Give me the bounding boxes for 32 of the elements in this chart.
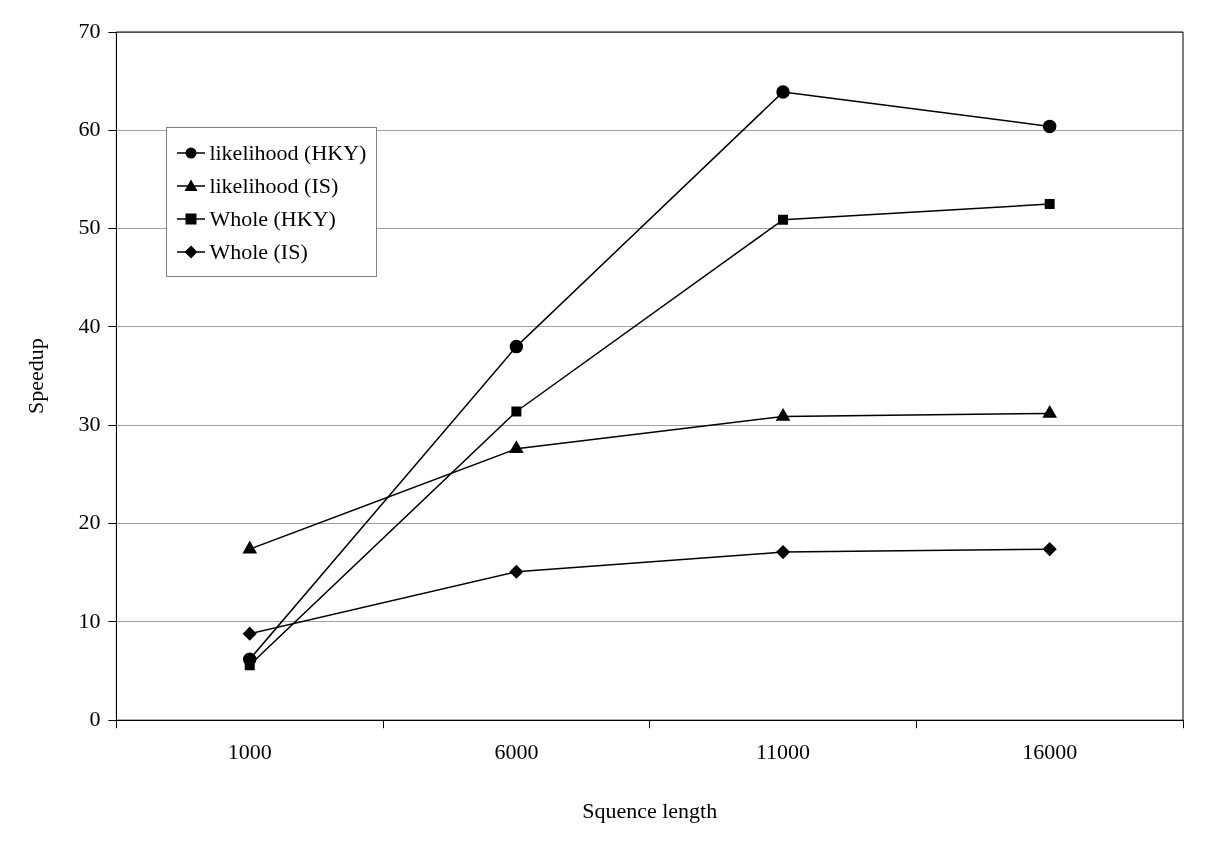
x-tick-label: 1000 <box>227 739 272 765</box>
point <box>1044 199 1055 210</box>
point <box>242 541 257 554</box>
y-tick-label: 70 <box>78 17 101 43</box>
point <box>242 626 257 641</box>
y-tick-label: 30 <box>78 411 101 437</box>
y-tick-label: 50 <box>78 214 101 240</box>
x-tick-label: 6000 <box>494 739 539 765</box>
legend-label: Whole (HKY) <box>209 205 336 233</box>
y-axis-title: Speedup <box>22 338 48 414</box>
point <box>509 339 524 354</box>
legend-label: Whole (IS) <box>209 238 308 266</box>
legend-label: likelihood (IS) <box>209 172 339 200</box>
y-tick-label: 60 <box>78 116 101 142</box>
point <box>1042 405 1057 418</box>
x-tick-label: 16000 <box>1022 739 1078 765</box>
point <box>776 545 790 559</box>
x-axis-title: Squence length <box>582 797 718 823</box>
point <box>509 565 524 579</box>
point <box>1042 119 1057 134</box>
point <box>1042 542 1057 556</box>
y-tick-label: 20 <box>78 509 101 535</box>
y-tick-label: 0 <box>89 705 101 731</box>
x-tick-label: 11000 <box>755 739 811 765</box>
point <box>509 441 524 454</box>
point <box>511 406 522 417</box>
legend-label: likelihood (HKY) <box>209 139 367 167</box>
point <box>778 214 789 225</box>
point <box>776 408 790 421</box>
point <box>776 85 790 99</box>
y-tick-label: 10 <box>78 607 101 633</box>
y-tick-label: 40 <box>78 312 101 338</box>
